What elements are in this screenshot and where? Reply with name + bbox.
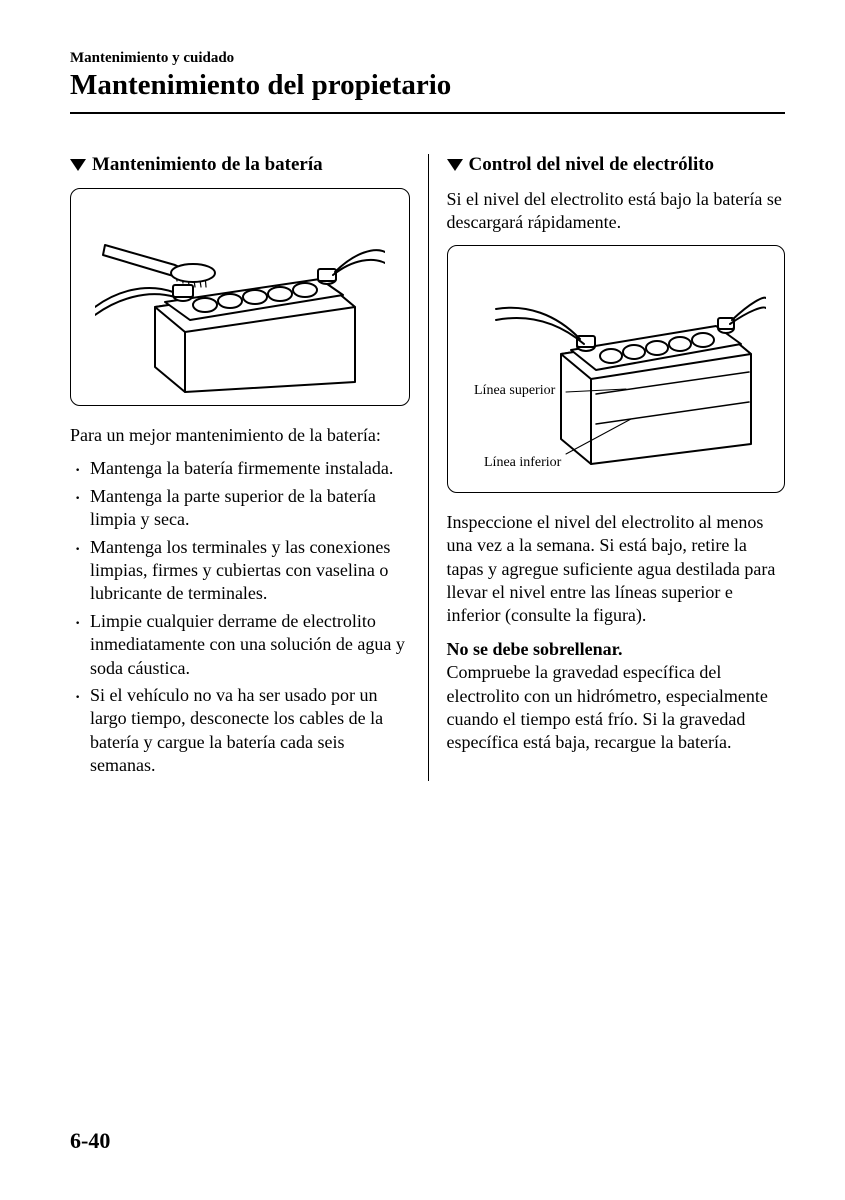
left-bullet-list: Mantenga la batería firmemente instalada… <box>70 457 410 777</box>
left-subheading-text: Mantenimiento de la batería <box>92 154 323 176</box>
left-intro: Para un mejor mantenimiento de la baterí… <box>70 424 410 447</box>
page-number: 6-40 <box>70 1128 110 1154</box>
right-subheading-text: Control del nivel de electrólito <box>469 154 715 176</box>
page-title: Mantenimiento del propietario <box>70 69 785 102</box>
left-subheading: Mantenimiento de la batería <box>70 154 410 176</box>
list-item: Mantenga los terminales y las conexiones… <box>84 536 410 606</box>
battery-level-svg: Línea superior Línea inferior <box>466 254 766 484</box>
right-subheading: Control del nivel de electrólito <box>447 154 786 176</box>
battery-brush-svg <box>95 197 385 397</box>
battery-brush-figure <box>70 188 410 406</box>
right-p2: Inspeccione el nivel del electrolito al … <box>447 511 786 628</box>
right-p3: Compruebe la gravedad específica del ele… <box>447 662 768 752</box>
page-header: Mantenimiento y cuidado Mantenimiento de… <box>70 50 785 114</box>
figure-label-upper: Línea superior <box>474 383 556 398</box>
battery-level-figure: Línea superior Línea inferior <box>447 245 786 493</box>
triangle-down-icon <box>447 159 463 171</box>
content-columns: Mantenimiento de la batería <box>70 154 785 781</box>
right-p1: Si el nivel del electrolito está bajo la… <box>447 188 786 235</box>
title-rule <box>70 112 785 114</box>
left-column: Mantenimiento de la batería <box>70 154 428 781</box>
figure-label-lower: Línea inferior <box>484 455 562 470</box>
list-item: Mantenga la parte superior de la batería… <box>84 485 410 532</box>
triangle-down-icon <box>70 159 86 171</box>
list-item: Mantenga la batería firmemente instalada… <box>84 457 410 480</box>
list-item: Limpie cualquier derrame de electrolito … <box>84 610 410 680</box>
list-item: Si el vehículo no va ha ser usado por un… <box>84 684 410 778</box>
right-warning-block: No se debe sobrellenar. Compruebe la gra… <box>447 638 786 755</box>
right-warning-heading: No se debe sobrellenar. <box>447 639 623 659</box>
right-column: Control del nivel de electrólito Si el n… <box>428 154 786 781</box>
chapter-label: Mantenimiento y cuidado <box>70 50 785 67</box>
